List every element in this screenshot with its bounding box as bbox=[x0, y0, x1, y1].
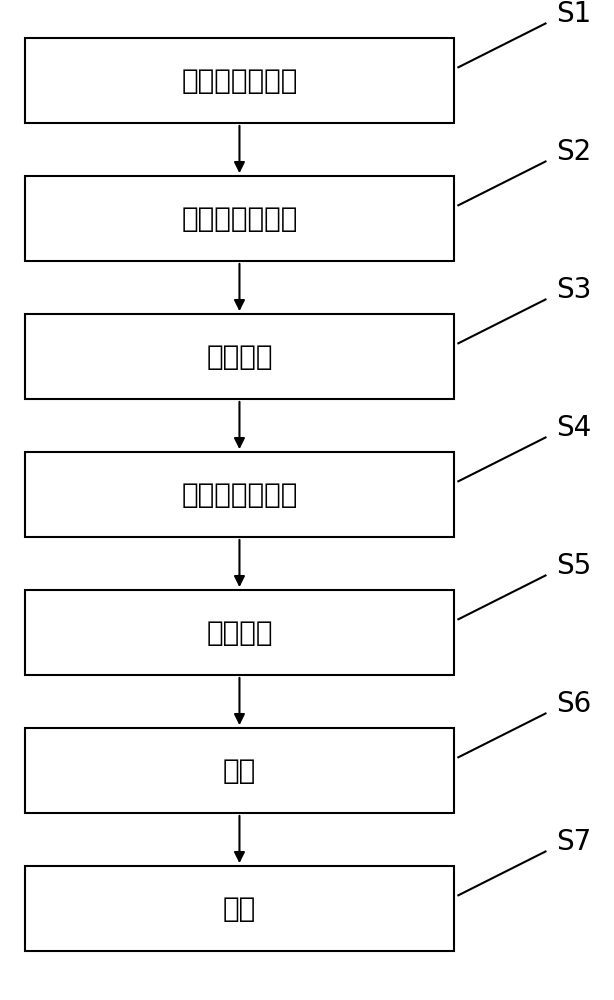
Text: 成型: 成型 bbox=[223, 895, 256, 923]
Bar bbox=[25, 866, 454, 951]
Text: S1: S1 bbox=[556, 0, 591, 28]
Bar bbox=[25, 728, 454, 813]
Bar bbox=[25, 38, 454, 123]
Text: 蚀刻线路: 蚀刻线路 bbox=[206, 342, 273, 370]
Bar bbox=[25, 452, 454, 537]
Text: S2: S2 bbox=[556, 138, 591, 166]
Text: S7: S7 bbox=[556, 828, 591, 856]
Text: S5: S5 bbox=[556, 552, 591, 580]
Bar bbox=[25, 176, 454, 261]
Text: 贴压正面保护膜: 贴压正面保护膜 bbox=[181, 481, 298, 509]
Text: S6: S6 bbox=[556, 690, 591, 718]
Text: 电检: 电检 bbox=[223, 757, 256, 785]
Bar bbox=[25, 590, 454, 675]
Text: 激光切割: 激光切割 bbox=[206, 618, 273, 647]
Bar bbox=[25, 314, 454, 399]
Text: 制备双面覆铜板: 制备双面覆铜板 bbox=[181, 66, 298, 95]
Text: S4: S4 bbox=[556, 414, 591, 442]
Text: 贴压反面保护膜: 贴压反面保护膜 bbox=[181, 205, 298, 232]
Text: S3: S3 bbox=[556, 276, 591, 304]
